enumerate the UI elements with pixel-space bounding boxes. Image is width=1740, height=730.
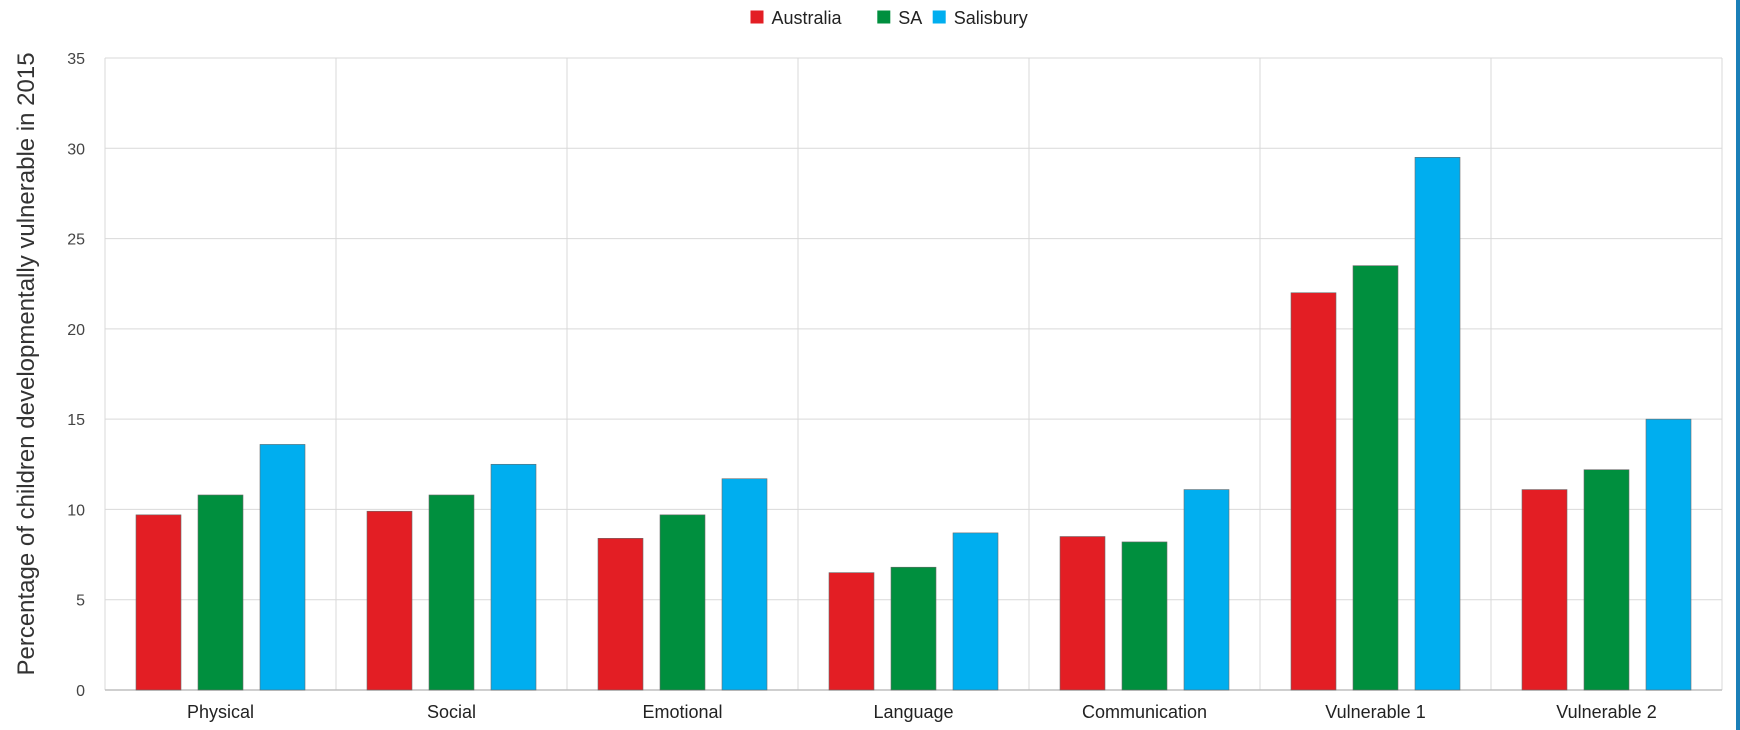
bar-australia-6 bbox=[1521, 489, 1568, 691]
bar-sa-3 bbox=[890, 566, 937, 691]
legend-swatch-australia bbox=[750, 10, 764, 24]
x-tick-label: Communication bbox=[1082, 702, 1207, 722]
y-tick-label: 0 bbox=[76, 683, 85, 700]
right-edge-border bbox=[1736, 0, 1740, 730]
x-tick-label: Social bbox=[427, 702, 476, 722]
bars bbox=[135, 157, 1692, 691]
bar-sa-0 bbox=[197, 494, 244, 691]
bar-australia-2 bbox=[597, 538, 644, 691]
bar-sa-5 bbox=[1352, 265, 1399, 691]
x-tick-label: Language bbox=[873, 702, 953, 722]
legend-label: SA bbox=[898, 8, 922, 28]
tick-labels: 0 5 10 15 20 25 30 35 Physical Social Emotional Lan… bbox=[67, 51, 1657, 722]
y-tick-label: 10 bbox=[67, 502, 85, 519]
bar-salisbury-5 bbox=[1414, 157, 1461, 691]
bar-sa-4 bbox=[1121, 541, 1168, 691]
bar-australia-1 bbox=[366, 510, 413, 691]
y-tick-label: 30 bbox=[67, 141, 85, 158]
legend-swatch-salisbury bbox=[932, 10, 946, 24]
bar-salisbury-1 bbox=[490, 463, 537, 691]
x-tick-label: Emotional bbox=[642, 702, 722, 722]
bar-salisbury-3 bbox=[952, 532, 999, 691]
bar-salisbury-6 bbox=[1645, 418, 1692, 691]
legend: Australia SA Salisbury bbox=[750, 8, 1028, 28]
bar-salisbury-0 bbox=[259, 444, 306, 691]
bar-sa-6 bbox=[1583, 469, 1630, 691]
y-tick-label: 20 bbox=[67, 322, 85, 339]
y-tick-label: 15 bbox=[67, 412, 85, 429]
y-tick-label: 5 bbox=[76, 593, 85, 610]
bar-salisbury-2 bbox=[721, 478, 768, 691]
y-tick-label: 35 bbox=[67, 51, 85, 68]
gridlines bbox=[104, 57, 1723, 691]
bar-sa-2 bbox=[659, 514, 706, 691]
y-tick-label: 25 bbox=[67, 232, 85, 249]
legend-label: Salisbury bbox=[954, 8, 1028, 28]
x-tick-label: Vulnerable 2 bbox=[1556, 702, 1656, 722]
bar-australia-4 bbox=[1059, 536, 1106, 691]
x-tick-label: Physical bbox=[187, 702, 254, 722]
y-axis-label: Percentage of children developmentally v… bbox=[13, 52, 40, 675]
legend-label: Australia bbox=[772, 8, 843, 28]
bar-australia-3 bbox=[828, 572, 875, 691]
legend-swatch-sa bbox=[877, 10, 891, 24]
bar-australia-0 bbox=[135, 514, 182, 691]
bar-salisbury-4 bbox=[1183, 489, 1230, 691]
bar-sa-1 bbox=[428, 494, 475, 691]
bar-australia-5 bbox=[1290, 292, 1337, 691]
x-tick-label: Vulnerable 1 bbox=[1325, 702, 1425, 722]
